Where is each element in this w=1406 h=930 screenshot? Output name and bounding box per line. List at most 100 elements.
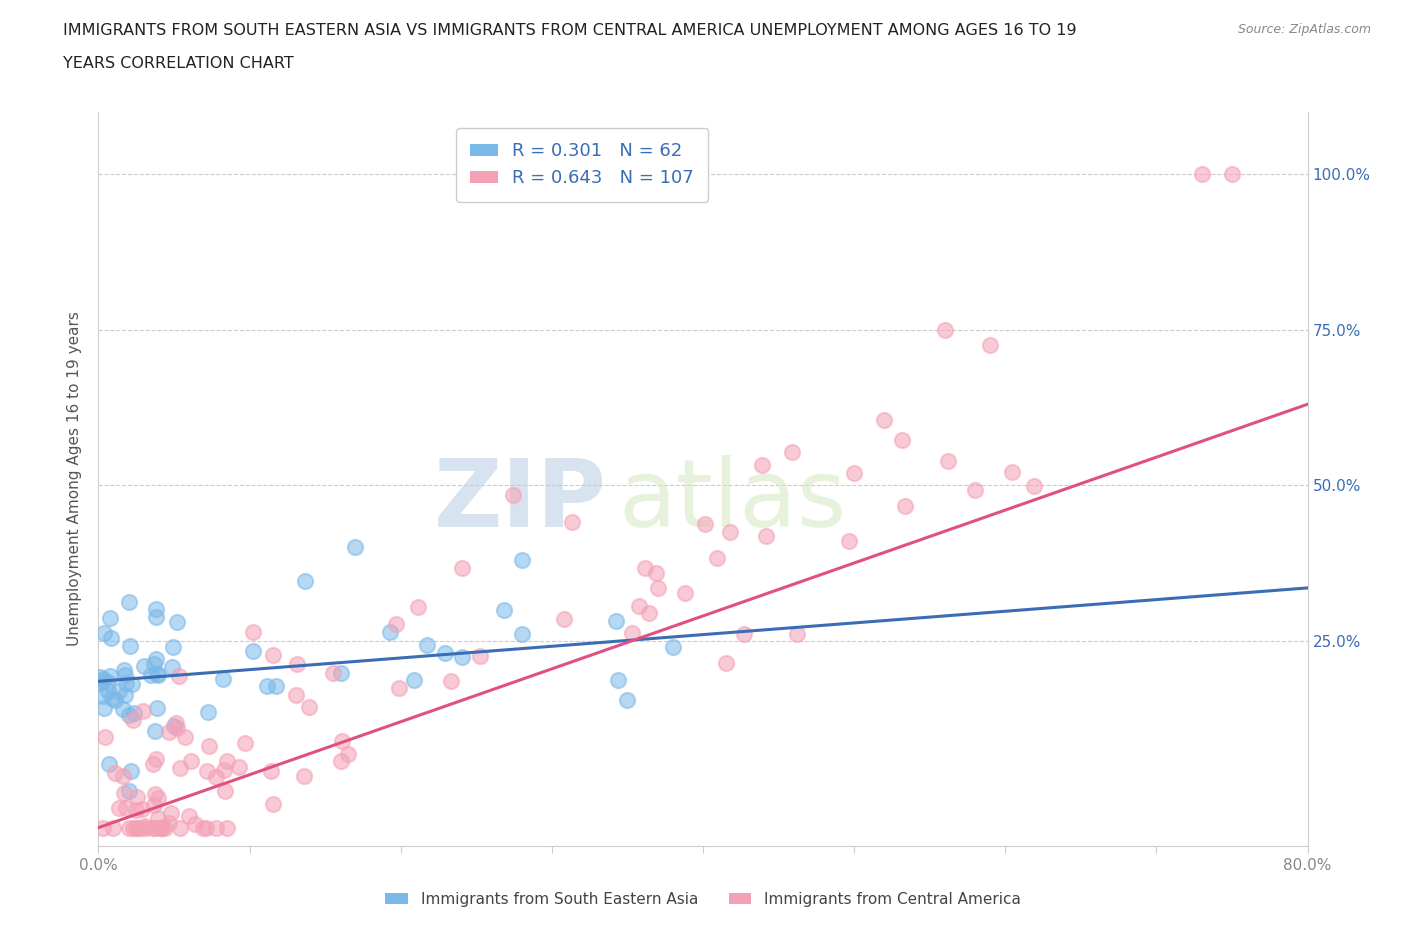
Point xyxy=(194,820,217,835)
Point xyxy=(242,644,264,658)
Point xyxy=(97,684,120,698)
Point xyxy=(91,688,114,703)
Point xyxy=(143,724,166,738)
Point xyxy=(169,761,191,776)
Point xyxy=(117,595,139,610)
Point xyxy=(103,820,125,835)
Point xyxy=(838,534,860,549)
Point xyxy=(121,676,143,691)
Point xyxy=(450,649,472,664)
Point xyxy=(145,609,167,624)
Point xyxy=(121,820,143,835)
Point xyxy=(294,574,316,589)
Point xyxy=(150,820,173,835)
Point xyxy=(470,649,492,664)
Point xyxy=(162,719,184,734)
Point xyxy=(114,668,136,683)
Point xyxy=(510,627,533,642)
Point xyxy=(115,801,138,816)
Point xyxy=(101,690,124,705)
Text: IMMIGRANTS FROM SOUTH EASTERN ASIA VS IMMIGRANTS FROM CENTRAL AMERICA UNEMPLOYME: IMMIGRANTS FROM SOUTH EASTERN ASIA VS IM… xyxy=(63,23,1077,38)
Point xyxy=(91,671,114,686)
Point xyxy=(121,713,143,728)
Point xyxy=(112,786,135,801)
Legend: R = 0.301   N = 62, R = 0.643   N = 107: R = 0.301 N = 62, R = 0.643 N = 107 xyxy=(456,128,709,202)
Point xyxy=(146,667,169,682)
Point xyxy=(115,676,138,691)
Point xyxy=(621,626,644,641)
Point xyxy=(433,645,456,660)
Point xyxy=(165,715,187,730)
Point xyxy=(205,769,228,784)
Point xyxy=(388,681,411,696)
Point xyxy=(146,810,169,825)
Point xyxy=(89,676,111,691)
Point xyxy=(94,729,117,744)
Point xyxy=(127,790,149,804)
Point xyxy=(1220,166,1243,181)
Point xyxy=(292,769,315,784)
Point xyxy=(157,816,180,830)
Point xyxy=(416,637,439,652)
Point xyxy=(873,413,896,428)
Point xyxy=(97,675,120,690)
Point xyxy=(733,627,755,642)
Point xyxy=(98,668,121,683)
Point xyxy=(965,483,987,498)
Point xyxy=(205,820,228,835)
Point xyxy=(706,551,728,565)
Point xyxy=(122,706,145,721)
Point xyxy=(131,801,153,816)
Point xyxy=(177,808,200,823)
Point xyxy=(675,586,697,601)
Point xyxy=(217,753,239,768)
Point xyxy=(755,528,778,543)
Point xyxy=(157,724,180,739)
Point xyxy=(891,432,914,447)
Point xyxy=(260,764,283,778)
Point xyxy=(118,820,141,835)
Point xyxy=(149,820,172,835)
Point xyxy=(322,665,344,680)
Point xyxy=(212,763,235,777)
Point xyxy=(132,658,155,673)
Point xyxy=(605,614,627,629)
Point xyxy=(169,669,191,684)
Point xyxy=(633,561,655,576)
Text: ZIP: ZIP xyxy=(433,455,606,547)
Point xyxy=(1341,696,1364,711)
Point xyxy=(285,687,308,702)
Point xyxy=(118,707,141,722)
Point xyxy=(647,580,669,595)
Point xyxy=(404,672,426,687)
Point xyxy=(160,806,183,821)
Point xyxy=(124,820,146,835)
Point xyxy=(561,514,583,529)
Point xyxy=(107,684,129,698)
Point xyxy=(169,820,191,835)
Point xyxy=(934,322,956,337)
Point xyxy=(440,673,463,688)
Point xyxy=(233,736,256,751)
Point xyxy=(214,784,236,799)
Point xyxy=(693,516,716,531)
Point xyxy=(104,765,127,780)
Text: Source: ZipAtlas.com: Source: ZipAtlas.com xyxy=(1237,23,1371,36)
Point xyxy=(89,670,111,684)
Point xyxy=(150,820,173,835)
Point xyxy=(751,458,773,472)
Y-axis label: Unemployment Among Ages 16 to 19 years: Unemployment Among Ages 16 to 19 years xyxy=(67,312,83,646)
Point xyxy=(451,561,474,576)
Point xyxy=(143,797,166,812)
Point xyxy=(637,605,659,620)
Point xyxy=(132,703,155,718)
Point xyxy=(142,820,165,835)
Point xyxy=(93,700,115,715)
Point xyxy=(193,820,215,835)
Point xyxy=(135,820,157,835)
Point xyxy=(645,565,668,580)
Point xyxy=(337,746,360,761)
Point xyxy=(145,700,167,715)
Point xyxy=(127,820,149,835)
Point xyxy=(197,705,219,720)
